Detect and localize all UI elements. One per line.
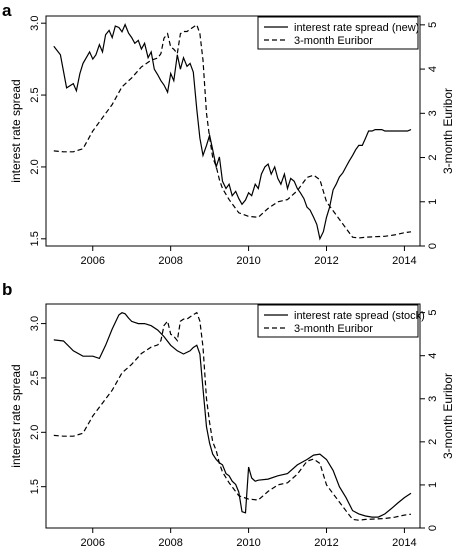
legend-label: 3-month Euribor — [294, 35, 373, 47]
y2-tick-label: 5 — [427, 22, 439, 28]
y-tick-label: 2.0 — [29, 425, 41, 440]
legend-box — [257, 16, 419, 50]
y-axis-label: interest rate spread — [9, 364, 23, 467]
plot-frame — [45, 303, 421, 529]
plot-frame — [45, 15, 421, 247]
panel-label: a — [2, 1, 12, 20]
y-axis-label: interest rate spread — [9, 79, 23, 182]
series-line-euribor — [53, 23, 412, 239]
y2-tick-label: 3 — [427, 396, 439, 402]
series-line-spread — [53, 312, 412, 518]
legend-label: 3-month Euribor — [294, 323, 373, 335]
x-tick-label: 2014 — [392, 255, 416, 267]
y-tick-label: 1.5 — [29, 231, 41, 246]
y2-axis-label: 3-month Euribor — [441, 88, 455, 174]
legend: interest rate spread (new)3-month Euribo… — [257, 16, 419, 50]
x-tick-label: 2012 — [314, 255, 338, 267]
x-tick-label: 2012 — [314, 537, 338, 549]
y2-axis-label: 3-month Euribor — [441, 373, 455, 459]
x-tick-label: 2010 — [236, 255, 260, 267]
x-tick-label: 2006 — [81, 255, 105, 267]
y-tick-label: 2.0 — [29, 159, 41, 174]
y2-tick-label: 1 — [427, 482, 439, 488]
y2-tick-label: 0 — [427, 525, 439, 531]
legend: interest rate spread (stock)3-month Euri… — [257, 304, 425, 338]
y2-tick-label: 5 — [427, 310, 439, 316]
y2-tick-label: 4 — [427, 66, 439, 72]
y2-tick-label: 1 — [427, 199, 439, 205]
legend-label: interest rate spread (stock) — [294, 310, 425, 322]
y-tick-label: 1.5 — [29, 479, 41, 494]
panel-label: b — [2, 280, 12, 299]
y-tick-label: 2.5 — [29, 87, 41, 102]
chart-panel-a: a 2006 2008 2010 2012 2014 1.5 2.0 2.5 3.0 0 1 2 3 4 5 i… — [2, 1, 455, 267]
series-line-spread — [53, 23, 412, 241]
y2-tick-label: 3 — [427, 110, 439, 116]
y2-tick-label: 2 — [427, 439, 439, 445]
x-tick-label: 2006 — [81, 537, 105, 549]
y2-tick-label: 2 — [427, 154, 439, 160]
y2-tick-label: 4 — [427, 353, 439, 359]
y-tick-label: 2.5 — [29, 370, 41, 385]
series-line-euribor — [53, 311, 412, 521]
legend-box — [257, 304, 419, 338]
x-tick-label: 2014 — [392, 537, 416, 549]
x-tick-label: 2008 — [158, 537, 182, 549]
legend-label: interest rate spread (new) — [294, 22, 419, 34]
x-tick-label: 2008 — [158, 255, 182, 267]
y-tick-label: 3.0 — [29, 16, 41, 31]
y2-tick-label: 0 — [427, 243, 439, 249]
y-tick-label: 3.0 — [29, 316, 41, 331]
x-tick-label: 2010 — [236, 537, 260, 549]
